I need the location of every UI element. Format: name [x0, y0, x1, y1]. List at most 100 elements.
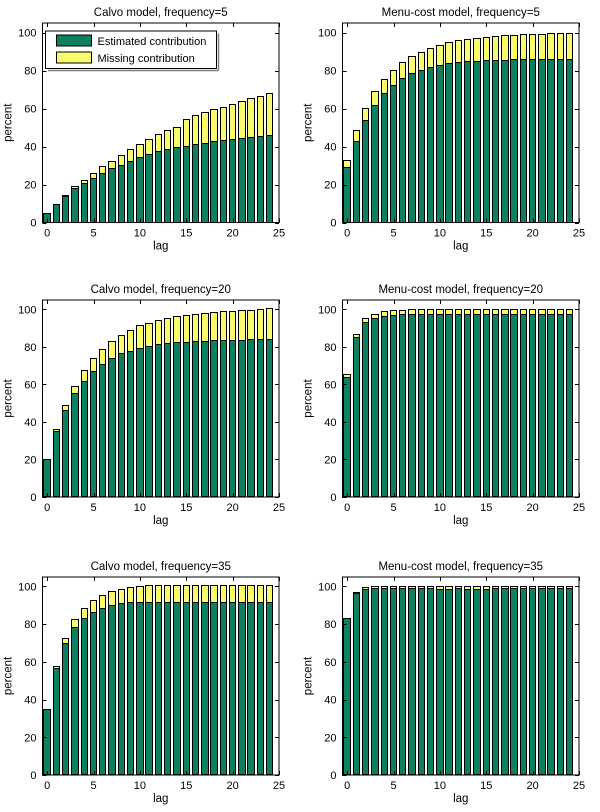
y-tick-label: 80	[24, 619, 36, 631]
bar-missing	[362, 108, 369, 121]
bar-missing	[547, 309, 555, 315]
bar-missing	[127, 149, 134, 162]
bar-estimated	[155, 602, 162, 775]
bar-estimated	[436, 314, 444, 497]
bar-missing	[266, 585, 273, 603]
y-tick-label: 40	[24, 695, 36, 707]
x-tick-label: 5	[90, 780, 96, 792]
bar-estimated	[371, 105, 379, 223]
bar-missing	[445, 309, 453, 315]
bar-estimated	[238, 602, 246, 775]
x-tick-label: 20	[227, 228, 239, 240]
bar-estimated	[455, 314, 462, 497]
y-tick-label: 60	[324, 379, 336, 391]
bar-missing	[90, 600, 97, 613]
bar-estimated	[418, 588, 425, 775]
bar-estimated	[62, 196, 69, 223]
bar-estimated	[229, 139, 236, 223]
bar-estimated	[473, 61, 481, 223]
bar-estimated	[529, 314, 536, 497]
bar-estimated	[547, 314, 555, 497]
bar-estimated	[127, 602, 134, 775]
x-tick-label: 25	[573, 502, 585, 514]
bar-missing	[501, 586, 509, 589]
y-tick-label: 20	[24, 732, 36, 744]
bar-estimated	[81, 618, 88, 775]
y-tick-label: 20	[24, 454, 36, 466]
bar-missing	[220, 585, 227, 603]
bar-missing	[238, 310, 246, 341]
y-tick-label: 100	[18, 581, 36, 593]
bar-estimated	[362, 322, 369, 497]
bar-missing	[136, 144, 144, 158]
bar-missing	[455, 40, 462, 63]
bar-estimated	[164, 343, 171, 497]
bar-estimated	[118, 165, 125, 223]
bar-missing	[381, 311, 388, 317]
bar-estimated	[566, 314, 573, 497]
bar-estimated	[164, 602, 171, 775]
bar-estimated	[136, 157, 144, 223]
bar-missing	[201, 313, 209, 342]
bar-estimated	[136, 602, 144, 775]
bar-estimated	[220, 140, 227, 223]
bar-missing	[81, 608, 88, 619]
bar-estimated	[510, 588, 518, 775]
x-tick-label: 10	[134, 228, 146, 240]
bar-estimated	[192, 144, 199, 223]
plot-box	[42, 22, 280, 223]
bar-missing	[538, 586, 546, 589]
bar-missing	[164, 585, 171, 603]
bar-estimated	[501, 60, 509, 223]
bar-estimated	[118, 353, 125, 497]
bar-missing	[210, 585, 218, 603]
bar-missing	[266, 93, 273, 136]
bar-missing	[427, 48, 434, 68]
bar-missing	[483, 586, 490, 590]
subplot-menu-cost-model-frequency-35: 0 5 10 15 20 25 0 20 40 60 80 100 Menu-cost model, f…	[303, 561, 586, 805]
bar-missing	[566, 309, 573, 315]
x-tick-label: 20	[227, 780, 239, 792]
subplot-title: Calvo model, frequency=5	[94, 7, 228, 19]
y-axis-label: percent	[303, 656, 315, 695]
bar-missing	[445, 42, 453, 64]
bar-missing	[53, 666, 60, 669]
bar-missing	[399, 310, 406, 315]
bar-estimated	[353, 141, 360, 223]
bar-estimated	[53, 204, 60, 223]
bar-estimated	[127, 351, 134, 497]
bar-estimated	[557, 59, 564, 223]
y-tick-label: 40	[24, 417, 36, 429]
bar-missing	[118, 589, 125, 604]
bar-estimated	[210, 141, 218, 223]
bar-estimated	[473, 314, 481, 497]
bar-missing	[173, 316, 181, 343]
bar-missing	[399, 62, 406, 79]
y-tick-label: 80	[324, 619, 336, 631]
bar-missing	[257, 309, 264, 340]
bar-missing	[210, 109, 218, 142]
y-tick-label: 40	[324, 417, 336, 429]
bar-estimated	[399, 78, 406, 223]
x-tick-label: 25	[273, 780, 285, 792]
bar-missing	[436, 586, 444, 590]
bar-missing	[408, 56, 416, 74]
bar-estimated	[220, 340, 227, 497]
bar-missing	[155, 320, 162, 345]
x-tick-label: 10	[134, 502, 146, 514]
bar-estimated	[520, 588, 527, 775]
bar-estimated	[427, 67, 434, 223]
bar-estimated	[90, 178, 97, 223]
bar-missing	[136, 325, 144, 349]
bar-missing	[183, 585, 190, 603]
bar-missing	[520, 586, 527, 589]
bar-estimated	[164, 149, 171, 223]
bar-missing	[371, 586, 379, 589]
y-tick-label: 20	[24, 180, 36, 192]
x-tick-label: 10	[134, 780, 146, 792]
bar-estimated	[538, 59, 546, 223]
bar-missing	[62, 638, 69, 644]
bar-missing	[192, 115, 199, 145]
bar-estimated	[371, 588, 379, 775]
bar-missing	[557, 309, 564, 315]
